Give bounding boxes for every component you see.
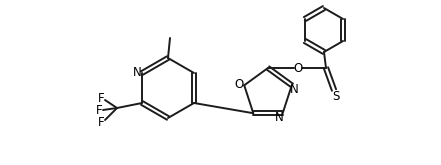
Text: F: F: [98, 92, 105, 104]
Text: O: O: [235, 78, 244, 91]
Text: O: O: [293, 62, 303, 75]
Text: F: F: [98, 115, 105, 129]
Text: N: N: [275, 111, 284, 124]
Text: S: S: [333, 90, 340, 103]
Text: N: N: [289, 83, 298, 96]
Text: F: F: [96, 103, 102, 116]
Text: N: N: [133, 66, 142, 80]
